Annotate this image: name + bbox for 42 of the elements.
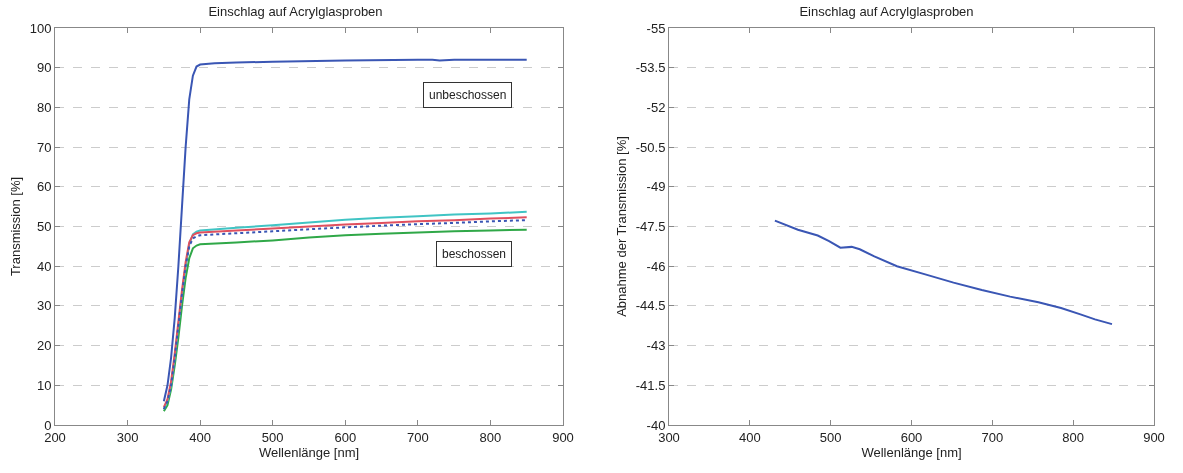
y-tick-label: 20 (36, 338, 52, 354)
x-tick-label: 500 (819, 429, 842, 445)
x-tick-label: 700 (407, 429, 429, 445)
y-tick-label: -41.5 (635, 377, 666, 393)
x-tick-label: 500 (261, 429, 284, 445)
y-tick-label: -50.5 (635, 139, 666, 155)
x-tick-label: 900 (1143, 429, 1165, 445)
y-tick-label: 10 (36, 377, 52, 393)
y-tick-label: -44.5 (635, 298, 666, 314)
annotation: beschossen (442, 247, 507, 261)
x-tick-label: 400 (738, 429, 761, 445)
chart-title: Einschlag auf Acrylglasproben (799, 4, 974, 20)
chart-title: Einschlag auf Acrylglasproben (208, 4, 383, 20)
x-tick-label: 300 (116, 429, 139, 445)
y-tick-label: 80 (36, 99, 52, 115)
x-tick-label: 700 (981, 429, 1004, 445)
y-axis-title: Transmission [%] (7, 176, 23, 277)
x-axis-title: Wellenlänge [nm] (258, 445, 360, 461)
x-tick-label: 800 (479, 429, 502, 445)
x-tick-label: 600 (900, 429, 923, 445)
x-axis-title: Wellenlänge [nm] (861, 445, 962, 461)
y-axis-title: Abnahme der Transmission [%] (613, 136, 629, 317)
y-tick-label: 90 (36, 60, 52, 76)
y-tick-label: -52 (646, 99, 666, 115)
y-tick-label: 30 (36, 298, 52, 314)
y-tick-label: 40 (36, 258, 52, 274)
x-tick-label: 600 (334, 429, 357, 445)
y-tick-label: -53.5 (635, 60, 666, 76)
y-tick-label: 100 (29, 20, 52, 36)
line-series (773, 219, 1113, 326)
y-tick-label: -47.5 (635, 219, 666, 235)
x-tick-label: 800 (1062, 429, 1085, 445)
y-tick-label: 60 (36, 179, 52, 195)
annotation: unbeschossen (429, 88, 507, 102)
y-tick-label: -55 (646, 20, 666, 36)
y-tick-label: -46 (646, 258, 666, 274)
y-tick-label: -49 (646, 179, 666, 195)
y-tick-label: 50 (36, 219, 52, 235)
x-tick-label: 400 (189, 429, 211, 445)
y-tick-label: -43 (646, 338, 666, 354)
x-tick-label: 900 (552, 429, 574, 445)
y-tick-label: 70 (36, 139, 52, 155)
